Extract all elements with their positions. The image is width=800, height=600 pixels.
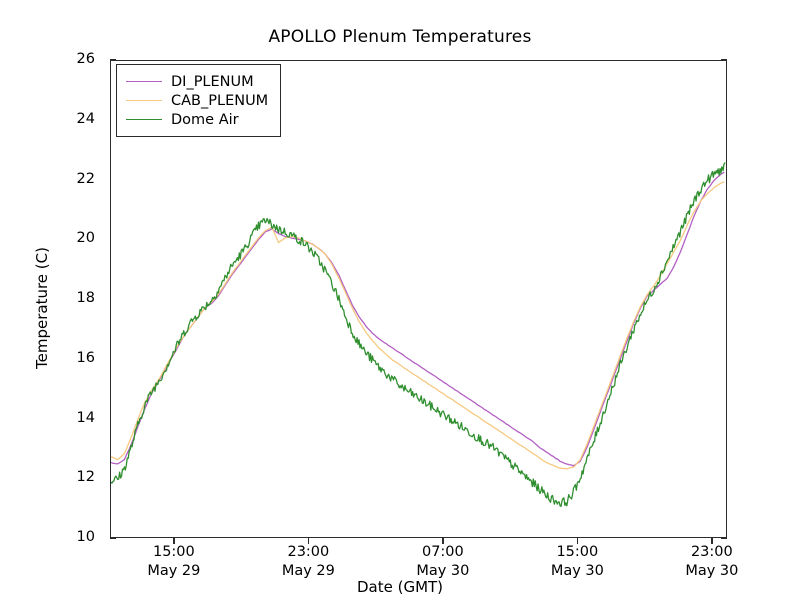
series-line-dome-air <box>111 162 726 507</box>
x-tick-date: May 29 <box>281 563 335 579</box>
x-axis-tick-label: 23:00 May 30 <box>652 543 772 581</box>
x-axis-tick-mark <box>173 538 175 544</box>
legend-label: CAB_PLENUM <box>171 92 269 109</box>
y-axis-tick-label: 18 <box>76 290 95 306</box>
x-axis-tick-mark <box>576 538 579 544</box>
legend-label: Dome Air <box>171 111 239 128</box>
legend-swatch <box>126 119 162 120</box>
x-tick-time: 23:00 <box>690 544 733 560</box>
legend-label: DI_PLENUM <box>171 73 254 90</box>
x-axis-tick-label: 07:00 May 30 <box>383 543 503 581</box>
x-axis-tick-label: 15:00 May 30 <box>517 543 637 581</box>
x-tick-time: 15:00 <box>152 544 195 560</box>
plot-area <box>110 60 727 538</box>
y-axis-tick-label: 22 <box>76 170 95 187</box>
x-axis-tick-label: 23:00 May 29 <box>248 543 368 581</box>
y-axis-label: Temperature (C) <box>33 247 51 369</box>
x-tick-time: 15:00 <box>556 544 599 560</box>
series-line-cab-plenum <box>111 181 725 470</box>
x-axis-tick-mark <box>711 538 713 544</box>
y-axis-tick-label: 12 <box>76 469 95 486</box>
y-axis-tick-mark <box>110 59 116 61</box>
series-line-di-plenum <box>111 171 725 467</box>
y-axis-tick-label: 24 <box>76 110 95 127</box>
y-axis-tick-label: 10 <box>76 529 95 545</box>
x-tick-date: May 30 <box>685 563 739 579</box>
x-tick-time: 07:00 <box>421 544 464 560</box>
y-axis-tick-label: 16 <box>76 349 95 366</box>
x-axis-label: Date (GMT) <box>356 578 444 596</box>
series-canvas <box>111 162 726 507</box>
chart-legend: DI_PLENUM CAB_PLENUM Dome Air <box>116 64 282 137</box>
x-tick-date: May 30 <box>550 563 604 579</box>
chart-title: APOLLO Plenum Temperatures <box>268 27 532 47</box>
legend-item-dome-air: Dome Air <box>126 110 268 129</box>
x-axis-tick-mark <box>307 538 310 544</box>
legend-swatch <box>126 100 162 101</box>
x-tick-date: May 30 <box>416 563 470 579</box>
y-axis-tick-label: 26 <box>76 51 95 67</box>
y-axis-tick-label: 20 <box>76 230 95 247</box>
x-axis-tick-label: 15:00 May 29 <box>114 543 234 581</box>
x-tick-time: 23:00 <box>287 544 330 560</box>
legend-item-di-plenum: DI_PLENUM <box>126 72 268 91</box>
y-axis-tick-mark <box>721 59 727 61</box>
legend-item-cab-plenum: CAB_PLENUM <box>126 91 268 110</box>
legend-swatch <box>126 81 162 82</box>
x-axis-tick-mark <box>442 538 444 544</box>
x-tick-date: May 29 <box>147 563 201 579</box>
y-axis-tick-label: 14 <box>76 409 95 426</box>
